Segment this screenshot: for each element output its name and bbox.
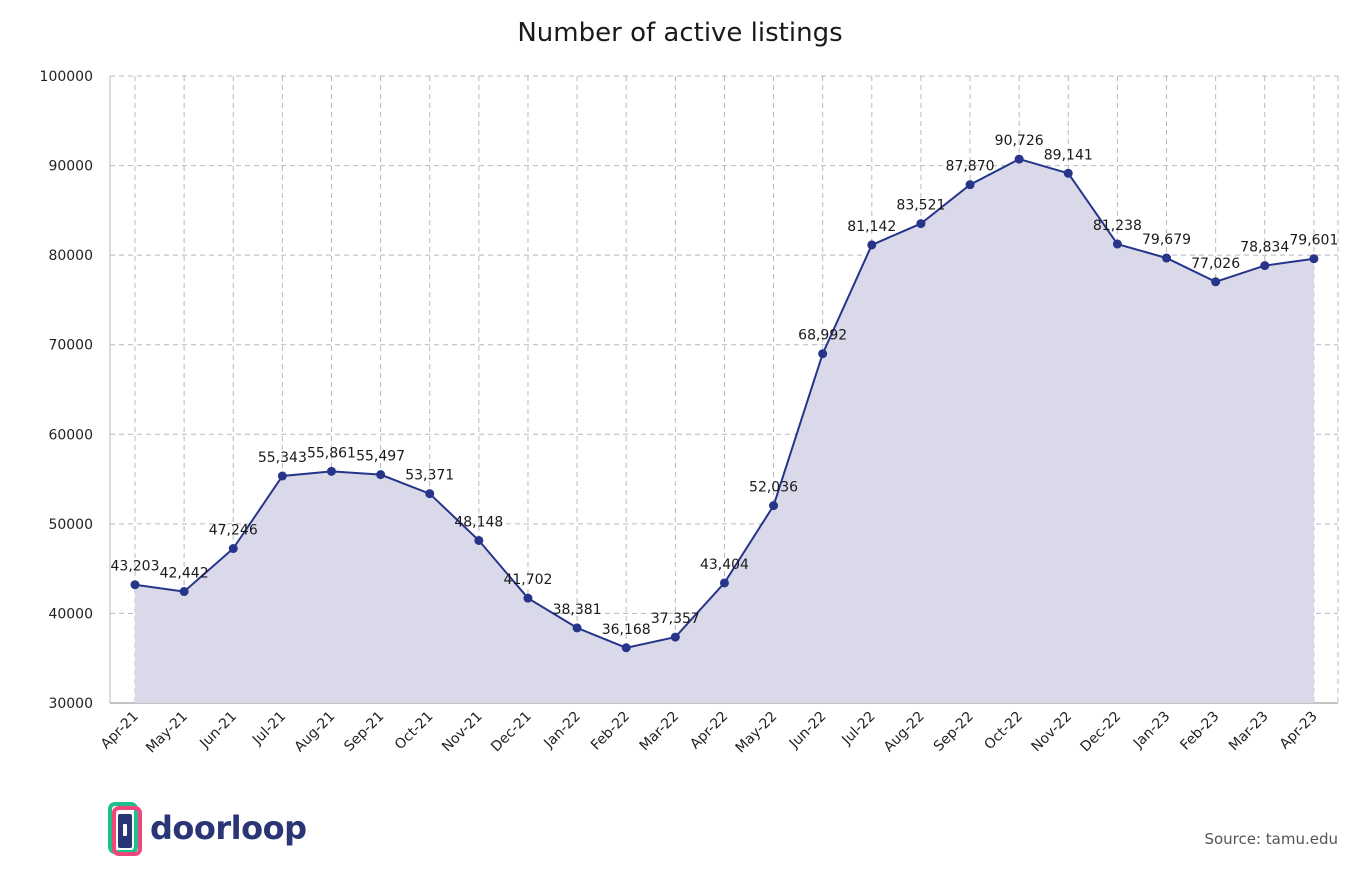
data-label: 55,861 <box>307 445 356 461</box>
data-label: 43,203 <box>111 559 160 575</box>
x-tick-label: Jan-23 <box>1130 709 1173 752</box>
data-point <box>621 643 631 653</box>
data-label: 43,404 <box>700 557 749 573</box>
y-axis: 30000 40000 50000 60000 70000 80000 90000 10000… <box>40 69 93 712</box>
data-point <box>1112 239 1122 249</box>
x-tick-label: Jan-22 <box>540 709 583 752</box>
data-label: 53,371 <box>405 468 454 484</box>
data-label: 55,343 <box>258 450 307 466</box>
data-point <box>376 470 386 480</box>
x-tick-label: Dec-21 <box>488 709 535 756</box>
logo-text: doorloop <box>150 809 307 847</box>
data-point <box>228 544 238 554</box>
x-tick-label: Aug-22 <box>881 709 928 756</box>
data-point <box>179 587 189 597</box>
data-point <box>867 240 877 250</box>
doorloop-logo: doorloop <box>108 800 307 856</box>
data-point <box>719 578 729 588</box>
data-label: 87,870 <box>946 159 995 175</box>
data-point <box>1211 277 1221 287</box>
data-label: 47,246 <box>209 523 258 539</box>
data-point <box>1014 154 1024 164</box>
data-point <box>1063 168 1073 178</box>
data-point <box>916 219 926 229</box>
y-tick-label: 60000 <box>48 427 93 443</box>
x-tick-label: May-22 <box>733 709 781 757</box>
chart-title: Number of active listings <box>517 18 843 48</box>
x-tick-label: Apr-22 <box>687 709 731 753</box>
x-tick-label: Jul-22 <box>838 709 878 749</box>
x-tick-label: Oct-21 <box>392 709 437 754</box>
data-labels: 43,203 42,442 47,246 55,343 55,861 55,49753,3… <box>111 133 1339 638</box>
y-tick-label: 90000 <box>48 159 93 175</box>
x-tick-label: Aug-21 <box>291 709 338 756</box>
x-tick-label: Sep-22 <box>931 709 977 755</box>
data-label: 81,142 <box>847 219 896 235</box>
data-label: 68,992 <box>798 328 847 344</box>
data-label: 48,148 <box>454 514 503 530</box>
data-point <box>523 593 533 603</box>
x-tick-label: Nov-22 <box>1029 709 1076 756</box>
data-point <box>425 489 435 499</box>
y-tick-label: 100000 <box>40 69 93 85</box>
data-point <box>1162 253 1172 263</box>
x-tick-label: Mar-23 <box>1226 709 1272 755</box>
y-tick-label: 30000 <box>48 696 93 712</box>
data-label: 79,679 <box>1142 232 1191 248</box>
x-tick-label: Sep-21 <box>341 709 387 755</box>
y-tick-label: 80000 <box>48 248 93 264</box>
data-label: 81,238 <box>1093 218 1142 234</box>
x-tick-label: Jun-21 <box>196 709 240 753</box>
x-tick-label: Mar-22 <box>637 709 683 755</box>
data-label: 89,141 <box>1044 147 1093 163</box>
data-label: 78,834 <box>1240 240 1289 256</box>
x-tick-label: Nov-21 <box>439 709 486 756</box>
data-label: 83,521 <box>896 198 945 214</box>
x-tick-label: Jun-22 <box>786 709 830 753</box>
x-axis: Apr-21 May-21 Jun-21 Jul-21 Aug-21 Sep-21 Oct-… <box>98 709 1321 757</box>
data-label: 36,168 <box>602 622 651 638</box>
data-point <box>769 501 779 511</box>
area-fill <box>135 159 1314 704</box>
data-point <box>277 471 287 481</box>
data-label: 77,026 <box>1191 256 1240 272</box>
data-label: 41,702 <box>503 572 552 588</box>
data-label: 42,442 <box>160 566 209 582</box>
door-icon <box>108 802 142 856</box>
x-tick-label: Apr-21 <box>98 709 142 753</box>
x-tick-label: Feb-22 <box>588 709 633 754</box>
source-note: Source: tamu.edu <box>1204 830 1338 848</box>
y-tick-label: 40000 <box>48 606 93 622</box>
data-point <box>1309 254 1319 264</box>
data-point <box>130 580 140 590</box>
data-point <box>1260 261 1270 271</box>
data-label: 79,601 <box>1289 233 1338 249</box>
x-tick-label: Apr-23 <box>1277 709 1321 753</box>
x-tick-label: Feb-23 <box>1177 709 1222 754</box>
data-point <box>670 632 680 642</box>
y-tick-label: 70000 <box>48 338 93 354</box>
data-points <box>130 154 1319 653</box>
data-label: 55,497 <box>356 449 405 465</box>
y-tick-label: 50000 <box>48 517 93 533</box>
x-tick-label: Dec-22 <box>1078 709 1125 756</box>
data-point <box>474 535 484 545</box>
x-tick-label: Oct-22 <box>981 709 1026 754</box>
data-label: 90,726 <box>995 133 1044 149</box>
data-label: 38,381 <box>553 602 602 618</box>
data-point <box>818 349 828 359</box>
data-point <box>326 466 336 476</box>
data-label: 37,357 <box>651 611 700 627</box>
x-tick-label: May-21 <box>143 709 191 757</box>
data-label: 52,036 <box>749 480 798 496</box>
data-point <box>572 623 582 633</box>
data-point <box>965 180 975 190</box>
x-tick-label: Jul-21 <box>249 709 289 749</box>
